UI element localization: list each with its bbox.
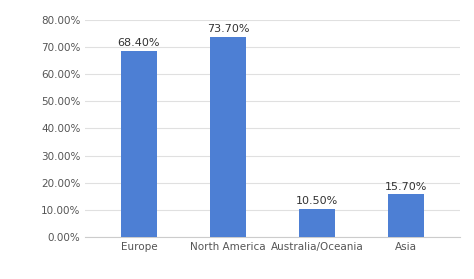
Bar: [121, 51, 156, 237]
Bar: [210, 37, 246, 237]
Bar: [389, 194, 424, 237]
Text: 68.40%: 68.40%: [118, 39, 160, 48]
Text: 73.70%: 73.70%: [207, 24, 249, 34]
Text: 10.50%: 10.50%: [296, 196, 338, 206]
Text: 15.70%: 15.70%: [385, 182, 428, 192]
Bar: [299, 209, 335, 237]
